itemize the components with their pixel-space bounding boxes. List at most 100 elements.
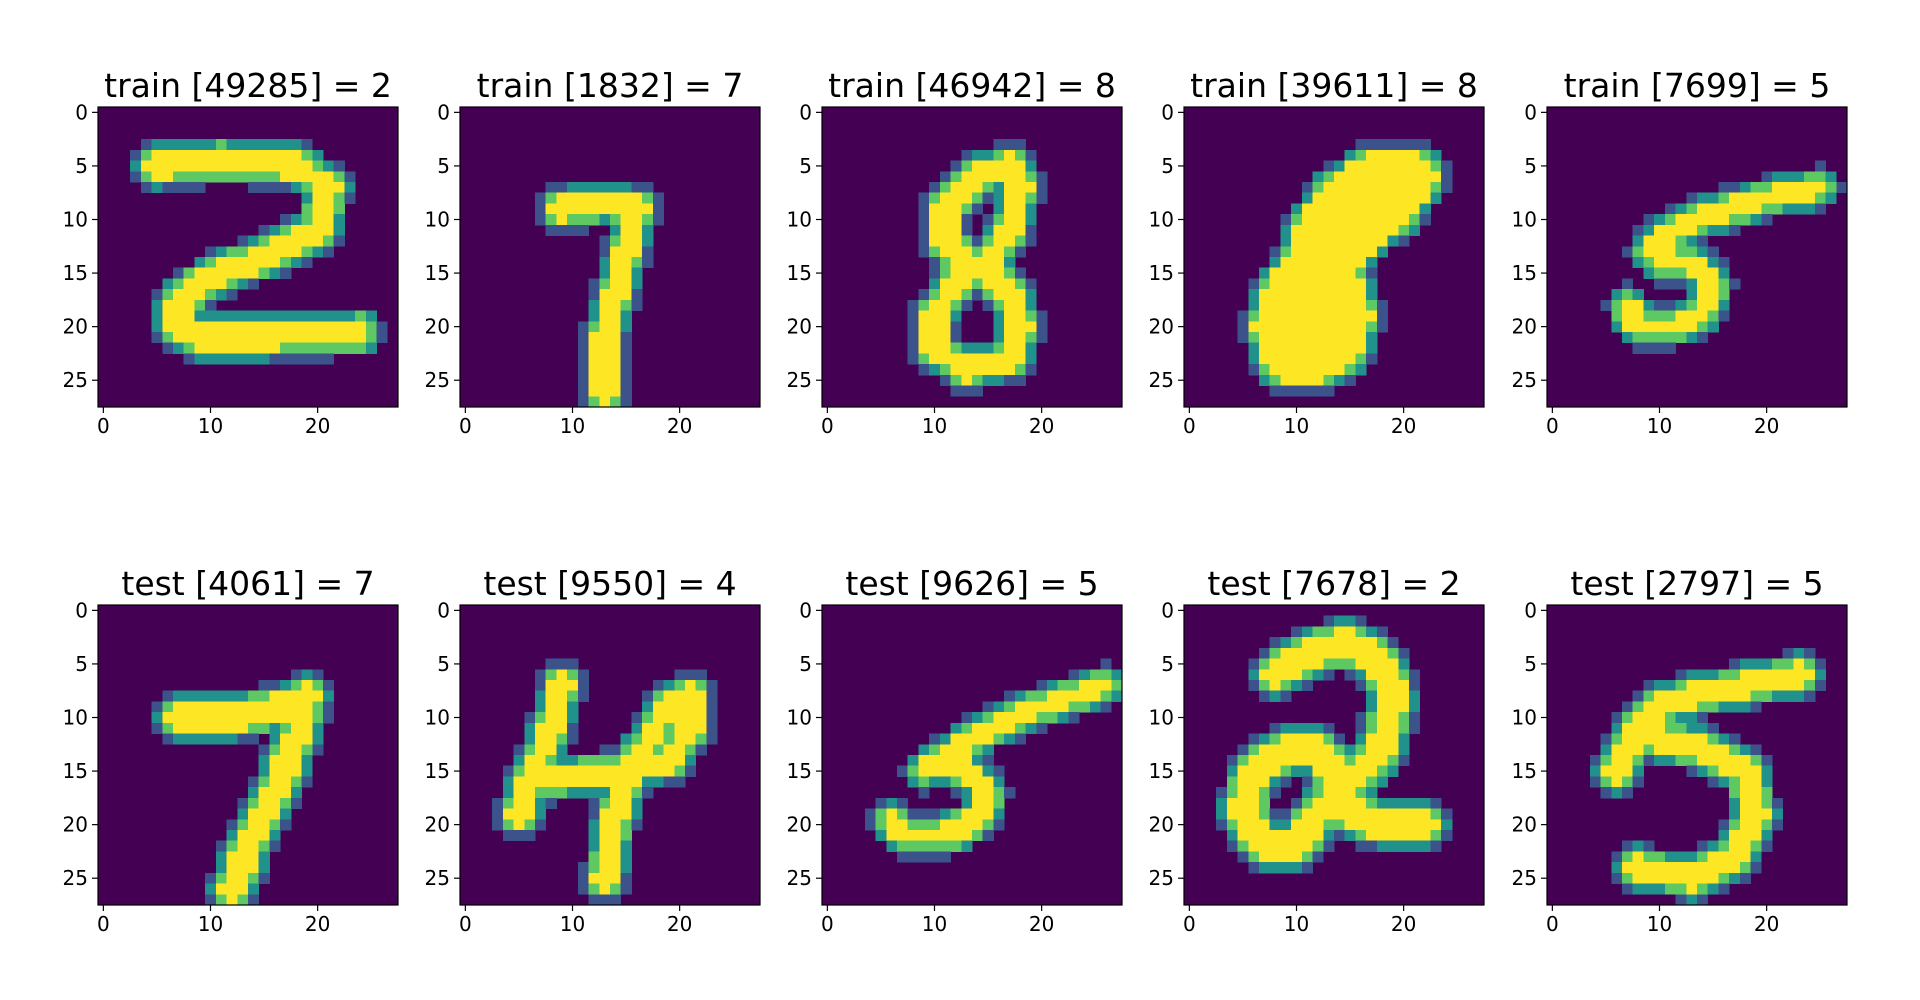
image-pixel bbox=[248, 819, 260, 831]
image-pixel bbox=[1675, 278, 1687, 290]
image-pixel bbox=[950, 321, 962, 333]
x-tick-label: 20 bbox=[1754, 912, 1779, 936]
image-pixel bbox=[280, 310, 292, 322]
image-pixel bbox=[194, 332, 206, 344]
image-pixel bbox=[620, 733, 632, 745]
image-pixel bbox=[961, 289, 973, 301]
image-pixel bbox=[1729, 278, 1741, 290]
image-pixel bbox=[1226, 808, 1238, 820]
image-pixel bbox=[173, 182, 185, 194]
image-pixel bbox=[993, 246, 1005, 258]
image-pixel bbox=[961, 192, 973, 204]
y-tick-label: 20 bbox=[425, 315, 450, 339]
image-pixel bbox=[237, 278, 249, 290]
image-pixel bbox=[620, 862, 632, 874]
image-pixel bbox=[642, 787, 654, 799]
image-pixel bbox=[215, 160, 227, 172]
image-pixel bbox=[1312, 669, 1324, 681]
image-pixel bbox=[1729, 776, 1741, 788]
image-pixel bbox=[1057, 712, 1069, 724]
image-pixel bbox=[290, 353, 302, 365]
image-pixel bbox=[1025, 701, 1037, 713]
image-pixel bbox=[301, 310, 313, 322]
image-pixel bbox=[961, 182, 973, 194]
image-pixel bbox=[599, 192, 611, 204]
image-pixel bbox=[652, 192, 664, 204]
image-pixel bbox=[226, 139, 238, 151]
image-pixel bbox=[1301, 385, 1313, 397]
image-pixel bbox=[706, 733, 718, 745]
image-pixel bbox=[1334, 755, 1346, 767]
image-pixel bbox=[1312, 637, 1324, 649]
image-pixel bbox=[1686, 701, 1698, 713]
image-pixel bbox=[1643, 235, 1655, 247]
image-pixel bbox=[1301, 342, 1313, 354]
image-pixel bbox=[631, 808, 643, 820]
image-pixel bbox=[1269, 342, 1281, 354]
image-pixel bbox=[162, 299, 174, 311]
image-pixel bbox=[1312, 385, 1324, 397]
image-pixel bbox=[1697, 310, 1709, 322]
image-pixel bbox=[706, 690, 718, 702]
image-pixel bbox=[1025, 690, 1037, 702]
image-pixel bbox=[1387, 830, 1399, 842]
image-pixel bbox=[248, 830, 260, 842]
image-pixel bbox=[588, 364, 600, 376]
image-pixel bbox=[1004, 712, 1016, 724]
image-pixel bbox=[205, 883, 217, 895]
image-pixel bbox=[1036, 192, 1048, 204]
image-pixel bbox=[1622, 776, 1634, 788]
image-pixel bbox=[556, 765, 568, 777]
image-pixel bbox=[1269, 310, 1281, 322]
image-pixel bbox=[1237, 819, 1249, 831]
image-pixel bbox=[1387, 224, 1399, 236]
image-pixel bbox=[907, 776, 919, 788]
image-pixel bbox=[333, 182, 345, 194]
image-pixel bbox=[1632, 246, 1644, 258]
image-pixel bbox=[620, 246, 632, 258]
image-pixel bbox=[599, 332, 611, 344]
image-pixel bbox=[1259, 374, 1271, 386]
image-pixel bbox=[1739, 182, 1751, 194]
image-pixel bbox=[280, 733, 292, 745]
image-pixel bbox=[1312, 819, 1324, 831]
image-pixel bbox=[610, 299, 622, 311]
image-pixel bbox=[1014, 149, 1026, 161]
image-pixel bbox=[248, 353, 260, 365]
image-pixel bbox=[556, 182, 568, 194]
image-pixel bbox=[1675, 235, 1687, 247]
image-pixel bbox=[1441, 182, 1453, 194]
image-pixel bbox=[993, 712, 1005, 724]
image-pixel bbox=[1707, 872, 1719, 884]
y-tick-label: 5 bbox=[437, 652, 450, 676]
image-pixel bbox=[215, 733, 227, 745]
image-pixel bbox=[333, 321, 345, 333]
image-pixel bbox=[269, 342, 281, 354]
image-pixel bbox=[1301, 278, 1313, 290]
image-pixel bbox=[897, 808, 909, 820]
image-pixel bbox=[1291, 321, 1303, 333]
image-pixel bbox=[1248, 776, 1260, 788]
image-pixel bbox=[1376, 701, 1388, 713]
image-pixel bbox=[1216, 808, 1228, 820]
image-pixel bbox=[939, 267, 951, 279]
image-pixel bbox=[1761, 797, 1773, 809]
image-pixel bbox=[502, 830, 514, 842]
image-pixel bbox=[545, 765, 557, 777]
image-pixel bbox=[1323, 246, 1335, 258]
axes-frame bbox=[1183, 106, 1485, 408]
image-pixel bbox=[226, 332, 238, 344]
image-pixel bbox=[1259, 765, 1271, 777]
image-pixel bbox=[1344, 246, 1356, 258]
image-pixel bbox=[961, 171, 973, 183]
image-pixel bbox=[1004, 289, 1016, 301]
image-pixel bbox=[376, 321, 388, 333]
image-pixel bbox=[226, 246, 238, 258]
image-pixel bbox=[1409, 214, 1421, 226]
image-pixel bbox=[269, 310, 281, 322]
image-pixel bbox=[1301, 214, 1313, 226]
image-pixel bbox=[685, 701, 697, 713]
image-pixel bbox=[524, 808, 536, 820]
image-pixel bbox=[939, 257, 951, 269]
